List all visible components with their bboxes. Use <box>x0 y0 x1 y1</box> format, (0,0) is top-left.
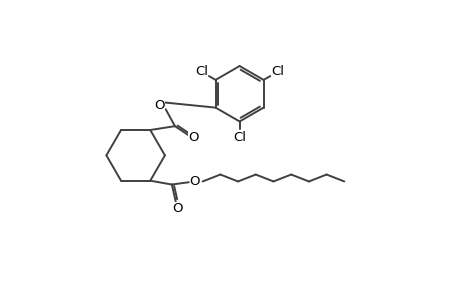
Text: O: O <box>172 202 182 215</box>
Text: O: O <box>188 131 198 144</box>
Text: Cl: Cl <box>270 65 284 78</box>
Text: Cl: Cl <box>233 131 246 144</box>
Text: O: O <box>189 175 200 188</box>
Text: O: O <box>154 99 164 112</box>
Text: Cl: Cl <box>195 65 207 78</box>
